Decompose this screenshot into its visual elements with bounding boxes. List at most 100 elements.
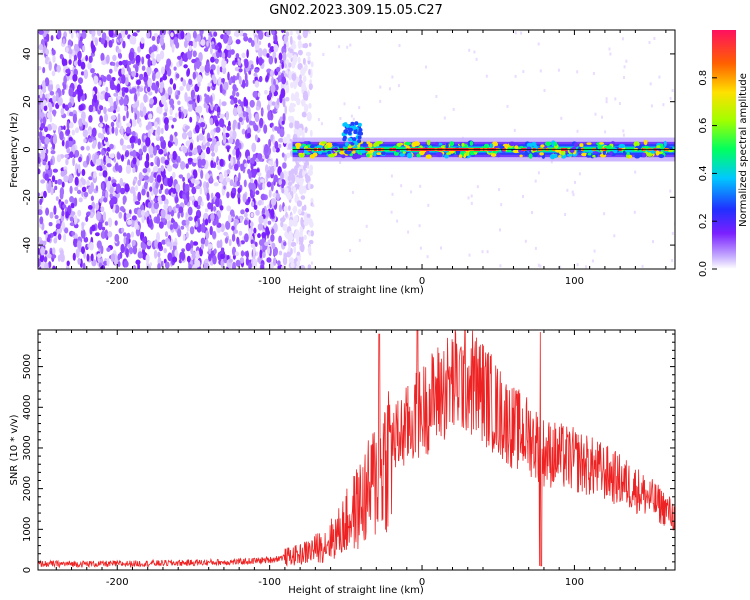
signal-blob bbox=[395, 149, 400, 153]
noise-dot bbox=[262, 251, 266, 258]
noise-dot bbox=[39, 216, 44, 225]
noise-dot bbox=[141, 188, 146, 196]
noise-dot bbox=[265, 226, 270, 236]
noise-dot bbox=[534, 246, 537, 250]
noise-dot bbox=[172, 150, 177, 161]
noise-dot bbox=[625, 59, 628, 63]
noise-dot bbox=[38, 168, 41, 175]
noise-dot bbox=[285, 96, 290, 102]
noise-dot bbox=[136, 79, 141, 86]
noise-dot bbox=[72, 74, 78, 82]
noise-dot bbox=[131, 71, 137, 77]
noise-dot bbox=[250, 212, 254, 218]
noise-dot bbox=[262, 48, 268, 57]
noise-dot bbox=[167, 252, 173, 262]
noise-dot bbox=[232, 148, 237, 156]
signal-blob bbox=[634, 154, 641, 159]
noise-dot bbox=[38, 205, 43, 210]
signal-blob bbox=[376, 152, 382, 156]
noise-dot bbox=[137, 46, 141, 53]
noise-dot bbox=[86, 155, 90, 166]
noise-dot bbox=[182, 177, 185, 182]
noise-dot bbox=[87, 211, 91, 216]
noise-dot bbox=[226, 125, 231, 131]
noise-dot bbox=[209, 225, 213, 236]
noise-dot bbox=[256, 168, 260, 173]
noise-dot bbox=[81, 186, 87, 193]
noise-dot bbox=[146, 216, 150, 225]
signal-blob bbox=[622, 150, 626, 156]
noise-dot bbox=[300, 243, 305, 253]
noise-dot bbox=[105, 155, 109, 163]
signal-blob bbox=[490, 153, 497, 157]
signal-blob bbox=[579, 143, 584, 148]
noise-dot bbox=[117, 152, 122, 160]
noise-dot bbox=[310, 230, 315, 237]
noise-dot bbox=[289, 35, 293, 45]
noise-dot bbox=[215, 215, 219, 226]
noise-dot bbox=[222, 126, 226, 135]
noise-dot bbox=[270, 198, 277, 206]
noise-dot bbox=[81, 246, 85, 255]
noise-dot bbox=[165, 214, 171, 221]
noise-dot bbox=[273, 222, 278, 233]
noise-dot bbox=[249, 221, 254, 228]
noise-dot bbox=[196, 94, 200, 104]
noise-dot bbox=[238, 117, 243, 123]
noise-dot bbox=[213, 248, 217, 255]
noise-dot bbox=[199, 30, 204, 36]
noise-dot bbox=[237, 197, 241, 205]
noise-dot bbox=[112, 196, 118, 205]
noise-dot bbox=[177, 55, 182, 60]
noise-dot bbox=[287, 175, 292, 182]
noise-dot bbox=[169, 107, 173, 116]
signal-blob bbox=[295, 142, 302, 148]
noise-dot bbox=[196, 115, 200, 123]
noise-dot bbox=[148, 145, 154, 154]
noise-dot bbox=[254, 113, 260, 123]
noise-dot bbox=[121, 30, 125, 34]
noise-dot bbox=[203, 47, 209, 52]
noise-dot bbox=[72, 157, 75, 167]
noise-dot bbox=[65, 140, 69, 150]
noise-dot bbox=[137, 208, 142, 218]
noise-dot bbox=[390, 210, 393, 214]
noise-dot bbox=[163, 198, 169, 206]
noise-dot bbox=[213, 182, 219, 187]
noise-dot bbox=[286, 251, 291, 258]
noise-dot bbox=[43, 190, 47, 198]
noise-dot bbox=[132, 157, 137, 165]
noise-dot bbox=[250, 239, 254, 245]
signal-blob bbox=[300, 148, 305, 154]
noise-dot bbox=[38, 156, 41, 164]
noise-dot bbox=[172, 256, 178, 263]
noise-dot bbox=[38, 66, 42, 71]
noise-dot bbox=[159, 30, 163, 35]
noise-dot bbox=[61, 181, 65, 188]
noise-dot bbox=[160, 260, 164, 268]
noise-dot bbox=[78, 104, 84, 111]
noise-dot bbox=[55, 196, 59, 201]
noise-dot bbox=[192, 241, 199, 246]
noise-dot bbox=[105, 86, 109, 93]
noise-dot bbox=[188, 263, 192, 269]
noise-dot bbox=[51, 49, 56, 56]
noise-dot bbox=[300, 67, 306, 77]
signal-blob bbox=[646, 152, 653, 157]
noise-dot bbox=[50, 150, 56, 155]
noise-dot bbox=[47, 93, 50, 99]
noise-dot bbox=[95, 211, 101, 221]
noise-dot bbox=[214, 44, 219, 51]
noise-dot bbox=[419, 246, 422, 250]
noise-dot bbox=[216, 175, 220, 180]
noise-dot bbox=[147, 121, 152, 130]
noise-dot bbox=[188, 130, 193, 138]
noise-dot bbox=[72, 113, 77, 124]
noise-dot bbox=[77, 257, 81, 265]
noise-dot bbox=[184, 183, 190, 192]
noise-dot bbox=[247, 196, 251, 203]
noise-dot bbox=[61, 221, 66, 230]
y-tick-label: -40 bbox=[22, 237, 33, 253]
noise-dot bbox=[114, 191, 120, 199]
noise-dot bbox=[223, 185, 226, 190]
